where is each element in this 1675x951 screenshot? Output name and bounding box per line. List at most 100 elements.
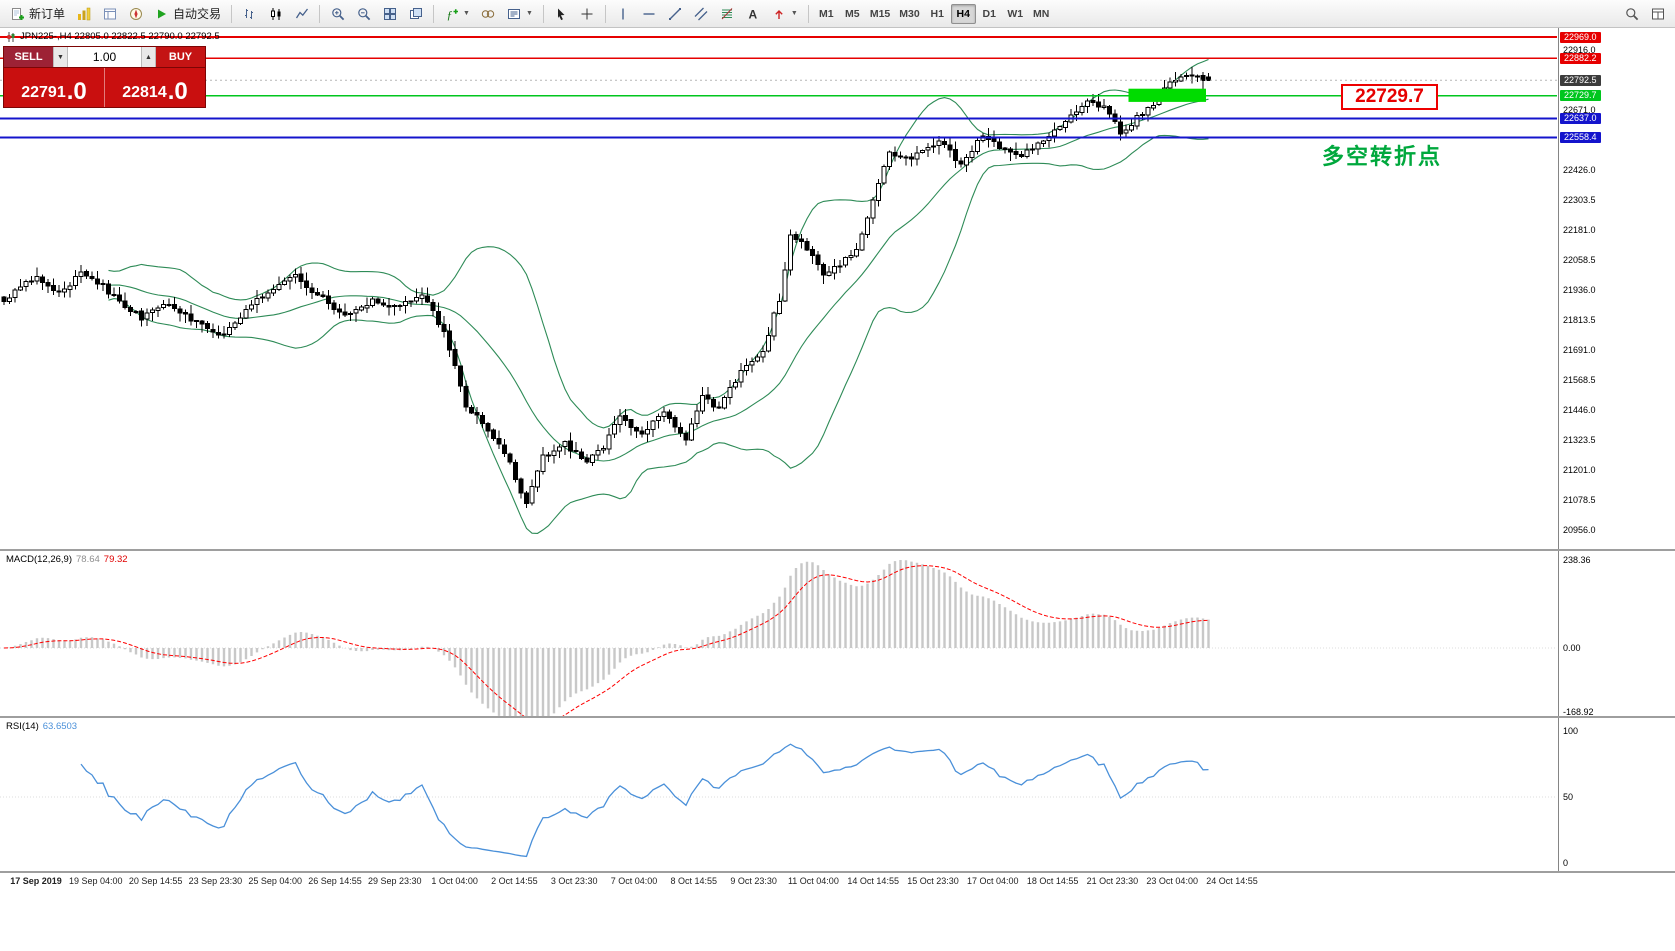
layout-button[interactable] [1645,2,1670,25]
chart-note-text[interactable]: 多空转折点 [1322,144,1443,169]
timeframe-h1-button[interactable]: H1 [925,4,950,24]
bar-chart-button[interactable] [237,2,262,25]
timeframe-h4-button[interactable]: H4 [950,3,976,24]
macd-axis-label: 0.00 [1563,642,1581,653]
indicators-icon: ƒ [444,6,459,21]
one-click-trading-panel: SELL ▼ 1.00 ▲ BUY 22791 .0 22814 .0 [3,46,206,108]
toolbar-separator [231,4,233,23]
sell-price-main: 22791 [21,84,66,101]
price-callout-box[interactable]: 22729.7 [1341,84,1438,110]
timeframe-mn-button[interactable]: MN [1029,4,1054,24]
navigator-button[interactable] [123,2,148,25]
toolbar-separator [807,4,809,23]
panel-divider[interactable] [0,716,1675,718]
cascade-windows-button[interactable] [403,2,428,25]
price-grid-label: 21691.0 [1563,344,1596,355]
crosshair-icon [580,6,595,21]
new-order-icon [10,6,25,21]
price-grid-label: 21078.5 [1563,494,1596,505]
timeframe-d1-button[interactable]: D1 [977,4,1002,24]
data-window-icon [102,6,117,21]
chevron-down-icon: ▼ [790,10,798,17]
market-watch-icon [76,6,91,21]
toolbar-separator [542,4,544,23]
time-axis-label: 8 Oct 14:55 [670,876,718,886]
chevron-down-icon: ▼ [57,53,64,61]
macd-axis-label: 238.36 [1563,554,1591,565]
cycles-button[interactable] [476,2,501,25]
vertical-line-button[interactable] [611,2,636,25]
line-chart-button[interactable] [289,2,314,25]
volume-decrease-button[interactable]: ▼ [53,47,68,67]
time-axis-label: 29 Sep 23:30 [368,876,422,886]
panel-divider[interactable] [0,549,1675,551]
fibonacci-button[interactable] [715,2,740,25]
arrows-button[interactable]: ▼ [767,2,803,25]
horizontal-line-icon [642,6,657,21]
zoom-in-button[interactable] [325,2,350,25]
volume-increase-button[interactable]: ▲ [141,47,156,67]
price-axis[interactable]: 238.36 0.00 -168.92 100 50 0 22916.0 2267… [1558,28,1675,873]
timeframe-m30-button[interactable]: M30 [895,4,923,24]
horizontal-line-button[interactable] [637,2,662,25]
time-axis-label: 15 Oct 23:30 [907,876,959,886]
price-grid-label: 22181.0 [1563,224,1596,235]
time-axis-label: 23 Sep 23:30 [188,876,243,886]
new-order-button[interactable]: 新订单 [5,2,70,25]
vertical-line-icon [616,6,631,21]
price-grid-label: 20956.0 [1563,524,1596,535]
timeframe-m5-button[interactable]: M5 [840,4,865,24]
chevron-down-icon: ▼ [525,10,533,17]
search-button[interactable] [1619,2,1644,25]
indicators-button[interactable]: ƒ ▼ [439,2,475,25]
price-line-label: 22558.4 [1560,132,1601,144]
auto-trading-button[interactable]: 自动交易 [149,2,226,25]
svg-text:ƒ: ƒ [446,7,452,21]
objects-list-button[interactable]: ▼ [502,2,538,25]
market-watch-button[interactable] [71,2,96,25]
data-window-button[interactable] [97,2,122,25]
volume-input[interactable]: 1.00 [68,47,141,67]
trendline-button[interactable] [663,2,688,25]
highlight-zone [1128,88,1206,102]
price-grid-label: 22671.0 [1563,104,1596,115]
channel-button[interactable] [689,2,714,25]
candlestick-chart-button[interactable] [263,2,288,25]
sell-price-button[interactable]: 22791 .0 [4,68,104,107]
buy-button[interactable]: BUY [156,47,205,67]
time-axis-label: 14 Oct 14:55 [847,876,899,886]
rsi-value: 63.6503 [42,721,78,732]
macd-indicator-label[interactable]: MACD(12,26,9) 78.64 79.32 [6,554,132,565]
timeframe-w1-button[interactable]: W1 [1003,4,1028,24]
time-axis[interactable]: 17 Sep 2019 19 Sep 04:00 20 Sep 14:55 23 Se… [0,873,1557,893]
buy-price-frac: .0 [167,77,188,105]
timeframe-m1-button[interactable]: M1 [814,4,839,24]
rsi-chart-canvas[interactable] [0,718,1557,871]
time-axis-label: 19 Sep 04:00 [69,876,123,886]
time-axis-divider [0,871,1675,873]
layout-icon [1650,6,1665,21]
crosshair-button[interactable] [575,2,600,25]
macd-chart-canvas[interactable] [0,551,1557,716]
time-axis-label: 1 Oct 04:00 [431,876,478,886]
time-axis-label: 2 Oct 14:55 [491,876,538,886]
cursor-button[interactable] [549,2,574,25]
price-line-label: 22729.7 [1560,90,1601,102]
time-axis-label: 20 Sep 14:55 [128,876,183,886]
buy-price-button[interactable]: 22814 .0 [104,68,205,107]
price-line-label: 22882.2 [1560,52,1601,64]
time-axis-label: 17 Sep 2019 [10,876,62,886]
timeframe-m15-button[interactable]: M15 [866,4,894,24]
sell-price-frac: .0 [66,77,87,105]
main-chart-canvas[interactable] [0,28,1557,549]
sell-button[interactable]: SELL [4,47,53,67]
price-grid-label: 21446.0 [1563,404,1596,415]
price-line-label: 22792.5 [1560,74,1601,86]
zoom-out-icon [356,6,371,21]
price-grid-label: 21201.0 [1563,464,1596,475]
text-button[interactable]: A [741,2,766,25]
rsi-indicator-label[interactable]: RSI(14) 63.6503 [6,721,81,732]
bar-chart-icon [242,6,257,21]
zoom-out-button[interactable] [351,2,376,25]
tile-windows-button[interactable] [377,2,402,25]
